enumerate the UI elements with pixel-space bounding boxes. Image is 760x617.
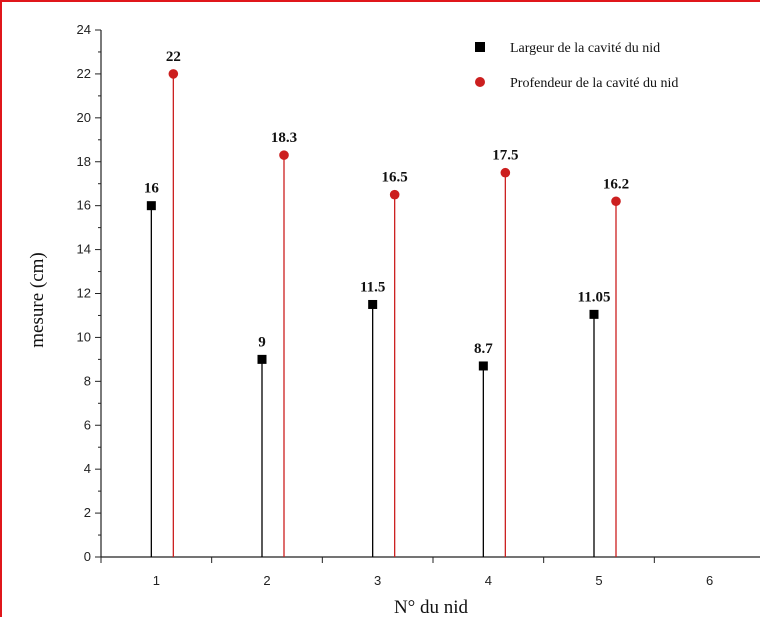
y-tick-label: 18	[77, 154, 91, 169]
y-tick-label: 4	[84, 461, 91, 476]
x-tick-label: 1	[153, 573, 160, 588]
width-marker	[478, 361, 488, 371]
width-data-label: 9	[258, 334, 266, 350]
y-tick-label: 20	[77, 110, 91, 125]
data-labels: 16 9 11.5 8.7 11.05 22 18.3 16.5 17.5 16.2	[144, 49, 629, 357]
y-tick-label: 10	[77, 329, 91, 344]
depth-marker	[611, 196, 621, 207]
depth-data-label: 16.5	[382, 170, 408, 186]
x-tick-label: 3	[374, 573, 381, 588]
x-tick-label: 4	[485, 573, 492, 588]
y-tick-label: 14	[77, 242, 91, 257]
depth-data-label: 17.5	[492, 148, 518, 164]
y-tick-label: 0	[84, 549, 91, 564]
y-tick-label: 16	[77, 198, 91, 213]
width-marker	[589, 309, 599, 319]
y-tick-label: 12	[77, 286, 91, 301]
y-axis-title: mesure (cm)	[27, 252, 48, 347]
width-marker	[257, 354, 267, 364]
x-tick-label: 5	[595, 573, 602, 588]
legend: Largeur de la cavité du nid Profendeur de…	[475, 41, 678, 91]
width-data-label: 16	[144, 181, 160, 197]
stems	[150, 73, 617, 557]
legend-label: Largeur de la cavité du nid	[510, 41, 660, 56]
width-marker	[146, 201, 156, 211]
markers	[146, 69, 621, 371]
depth-marker	[279, 150, 289, 160]
y-tick-label: 22	[77, 66, 91, 81]
depth-marker	[389, 189, 400, 200]
depth-data-label: 22	[166, 49, 181, 65]
width-marker	[368, 299, 378, 309]
legend-circle-icon	[475, 77, 485, 87]
axes	[100, 30, 760, 558]
y-tick-label: 24	[77, 22, 91, 37]
x-ticks: 1 2 3 4 5 6	[100, 557, 713, 588]
legend-square-icon	[475, 42, 485, 52]
legend-label: Profendeur de la cavité du nid	[510, 76, 678, 91]
x-tick-label: 2	[263, 573, 270, 588]
width-data-label: 11.05	[578, 289, 611, 305]
depth-marker	[168, 69, 179, 79]
x-tick-label: 6	[706, 573, 713, 588]
width-data-label: 8.7	[474, 341, 493, 357]
depth-marker	[500, 167, 511, 178]
y-tick-label: 6	[84, 417, 91, 432]
y-tick-label: 2	[84, 505, 91, 520]
depth-data-label: 16.2	[603, 176, 629, 192]
depth-data-label: 18.3	[271, 130, 297, 146]
x-axis-title: N° du nid	[394, 597, 469, 617]
width-data-label: 11.5	[360, 279, 385, 295]
y-tick-label: 8	[84, 373, 91, 388]
